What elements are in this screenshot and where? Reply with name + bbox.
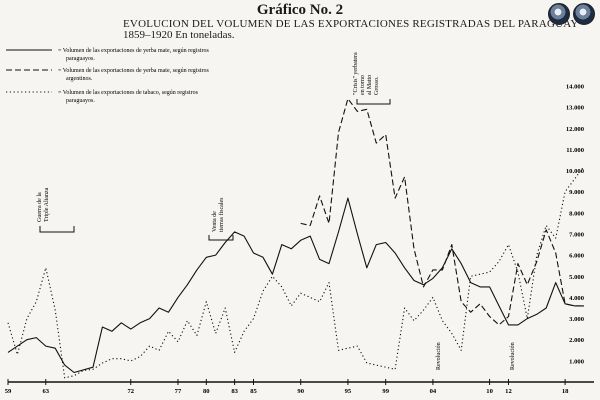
annotation-revolucion-1904: Revolución (436, 342, 442, 370)
annotation-guerra: Guerra de laTriple Alianza (37, 187, 50, 222)
annotation-bracket (356, 99, 391, 105)
seal-left-icon (548, 3, 570, 25)
x-tick-label: 04 (430, 388, 437, 395)
y-tick-label: 14.000 (566, 84, 585, 91)
series-line-dashed (300, 98, 584, 326)
series-line-solid (7, 197, 584, 374)
y-tick-label: 4.000 (569, 295, 585, 302)
y-tick-label: 7.000 (569, 232, 585, 239)
seal-right-icon (573, 3, 595, 25)
x-tick-label: 80 (203, 388, 210, 395)
y-tick-label: 6.000 (569, 253, 585, 260)
x-tick-label: 99 (382, 388, 389, 395)
chart-title: Gráfico No. 2 (256, 2, 344, 18)
y-tick-label: 2.000 (569, 337, 585, 344)
y-tick-label: 9.000 (569, 189, 585, 196)
y-tick-label: 10.000 (566, 168, 585, 175)
x-tick-label: 12 (505, 388, 512, 395)
chart-subtitle-years: 1859–1920 En toneladas. (123, 29, 235, 41)
annotation-crisis: "Crisis" yerbateraen tornoal MattoGrosso… (353, 52, 380, 95)
y-tick-label: 12.000 (566, 126, 585, 133)
chart-subtitle: EVOLUCION DEL VOLUMEN DE LAS EXPORTACION… (123, 18, 579, 30)
annotation-bracket (39, 226, 75, 233)
x-tick-label: 77 (175, 388, 182, 395)
annotation-revolucion-1911: Revolución (510, 342, 516, 370)
legend-entry: = Volumen de las exportaciones de yerba … (58, 48, 209, 62)
legend-entry: = Volumen de las exportaciones de tabaco… (58, 90, 199, 104)
y-tick-label: 13.000 (566, 105, 585, 112)
x-tick-label: 85 (250, 388, 257, 395)
y-tick-label: 8.000 (569, 210, 585, 217)
x-tick-label: 72 (127, 388, 134, 395)
x-tick-label: 18 (562, 388, 569, 395)
y-tick-label: 1.000 (569, 358, 585, 365)
x-tick-label: 83 (231, 388, 238, 395)
y-tick-label: 11.000 (566, 147, 584, 154)
series-line-dotted (7, 165, 585, 379)
y-tick-label: 3.000 (569, 316, 585, 323)
annotation-venta: Venta detierras fiscales (212, 197, 225, 232)
x-tick-label: 10 (486, 388, 493, 395)
annotation-bracket (208, 235, 234, 241)
x-tick-label: 90 (297, 388, 304, 395)
y-tick-label: 5.000 (569, 274, 585, 281)
legend-entry: = Volumen de las exportaciones de yerba … (58, 68, 209, 82)
x-tick-label: 63 (42, 388, 49, 395)
x-tick-label: 59 (5, 388, 12, 395)
x-tick-label: 95 (345, 388, 352, 395)
